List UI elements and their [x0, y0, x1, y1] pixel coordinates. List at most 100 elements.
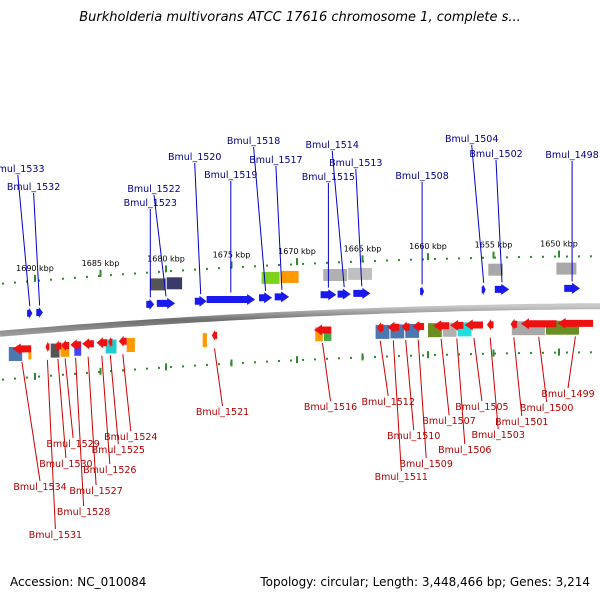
gene-leader-line — [456, 338, 466, 445]
ruler-dot — [578, 351, 580, 354]
gene-arrow-forward[interactable] — [564, 282, 580, 294]
gene-arrow-reverse[interactable] — [433, 320, 449, 332]
scale-tick-label: 1690 kbp — [16, 264, 54, 273]
gene-arrow-forward[interactable] — [494, 283, 510, 295]
ruler-dot — [2, 282, 4, 285]
ruler-dot — [86, 275, 88, 278]
gene-arrow-reverse[interactable] — [464, 319, 483, 331]
gene-arrow-reverse[interactable] — [521, 318, 557, 330]
annotation-block — [105, 339, 117, 354]
annotation-block — [556, 262, 577, 275]
gene-arrow-reverse[interactable] — [211, 329, 218, 341]
gene-label-reverse: Bmul_1527 — [69, 486, 122, 497]
ruler-dot — [518, 352, 520, 355]
gene-arrow-reverse[interactable] — [412, 321, 425, 332]
ruler-dot — [458, 353, 460, 356]
gene-label-reverse: Bmul_1500 — [520, 403, 573, 414]
gene-arrow-forward[interactable] — [337, 288, 351, 300]
gene-arrow-forward[interactable] — [353, 287, 371, 299]
ruler-dot — [98, 275, 100, 277]
gene-label-reverse: Bmul_1507 — [422, 416, 475, 427]
gene-arrow-reverse[interactable] — [118, 335, 127, 347]
gene-arrow-reverse[interactable] — [108, 336, 113, 348]
ruler-dot — [542, 255, 544, 258]
ruler-dot — [134, 272, 136, 275]
ruler-dot — [494, 352, 496, 355]
ruler-dot — [314, 358, 316, 361]
gene-arrow-reverse[interactable] — [450, 319, 464, 331]
ruler-dot — [50, 374, 52, 377]
scale-tick-label: 1670 kbp — [278, 247, 316, 256]
gene-labels: Bmul_1533 Bmul_1532 Bmul_1523 Bmul_1522 Bmul… — [0, 134, 599, 541]
gene-arrow-forward[interactable] — [420, 285, 425, 297]
gene-label-forward: Bmul_1533 — [0, 164, 44, 175]
gene-arrow-reverse[interactable] — [557, 317, 594, 329]
scale-tick — [361, 353, 364, 361]
gene-label-forward: Bmul_1523 — [124, 198, 177, 209]
gene-leader-line — [567, 336, 576, 389]
ruler-dot — [218, 363, 220, 366]
gene-arrow-reverse[interactable] — [70, 339, 81, 351]
gene-label-forward: Bmul_1514 — [306, 140, 359, 151]
gene-leader-line — [355, 168, 363, 287]
gene-arrow-reverse[interactable] — [401, 321, 410, 333]
ruler-dot — [110, 370, 112, 373]
gene-arrow-forward[interactable] — [156, 297, 176, 309]
gene-arrow-reverse[interactable] — [12, 343, 32, 355]
ruler-dot — [398, 355, 400, 358]
gene-arrow-forward[interactable] — [481, 284, 486, 296]
gene-arrow-reverse[interactable] — [96, 337, 107, 349]
ruler-dot — [26, 376, 28, 379]
ruler-dot — [554, 351, 556, 354]
gene-arrow-forward[interactable] — [194, 295, 207, 307]
ruler-dot — [590, 351, 592, 354]
gene-arrow-reverse[interactable] — [376, 322, 384, 334]
ruler-dot — [374, 356, 376, 358]
gene-arrows[interactable] — [12, 282, 594, 355]
gene-arrow-forward[interactable] — [146, 298, 155, 310]
ruler-dot — [350, 356, 352, 359]
genome-summary-text: Topology: circular; Length: 3,448,466 bp… — [260, 575, 590, 589]
gene-leader-line — [64, 358, 74, 439]
ruler-dot — [62, 373, 64, 376]
ruler-dot — [14, 377, 16, 380]
gene-arrow-forward[interactable] — [259, 292, 273, 304]
gene-arrow-forward[interactable] — [320, 289, 337, 301]
ruler-dot — [398, 259, 400, 262]
gene-arrow-forward[interactable] — [274, 291, 290, 303]
gene-arrow-forward[interactable] — [27, 307, 33, 319]
gene-arrow-reverse[interactable] — [45, 341, 50, 353]
ruler-dot — [242, 361, 244, 364]
gene-label-forward: Bmul_1498 — [545, 150, 598, 161]
gene-leader-line — [275, 165, 283, 290]
ruler-dot — [470, 353, 472, 356]
ruler-dot — [122, 369, 124, 372]
scale-tick-label: 1665 kbp — [344, 244, 382, 253]
gene-label-forward: Bmul_1532 — [7, 182, 60, 193]
gene-label-reverse: Bmul_1509 — [400, 459, 453, 470]
ruler-dot — [38, 279, 40, 282]
ruler-dot — [194, 268, 196, 271]
gene-label-forward: Bmul_1504 — [445, 134, 498, 145]
gene-arrow-forward[interactable] — [206, 294, 256, 305]
gene-leader-line — [253, 146, 267, 291]
gene-label-forward: Bmul_1515 — [302, 172, 355, 183]
gene-arrow-reverse[interactable] — [61, 340, 70, 351]
gene-arrow-reverse[interactable] — [387, 321, 400, 333]
ruler-dot — [254, 265, 256, 268]
gene-leader-line — [21, 361, 41, 482]
gene-arrow-reverse[interactable] — [486, 319, 494, 331]
gene-arrow-forward[interactable] — [36, 307, 43, 318]
ruler-dot — [482, 352, 484, 355]
gene-label-forward: Bmul_1519 — [204, 170, 257, 181]
gene-arrow-reverse[interactable] — [510, 318, 518, 330]
gene-arrow-reverse[interactable] — [82, 338, 94, 350]
ruler-dot — [278, 360, 280, 362]
gene-arrow-reverse[interactable] — [314, 324, 332, 336]
chromosome-backbone — [0, 303, 600, 337]
ruler-dot — [290, 263, 292, 266]
gene-arrow-reverse[interactable] — [54, 340, 62, 352]
ruler-dot — [542, 351, 544, 354]
ruler-dot — [302, 262, 304, 265]
